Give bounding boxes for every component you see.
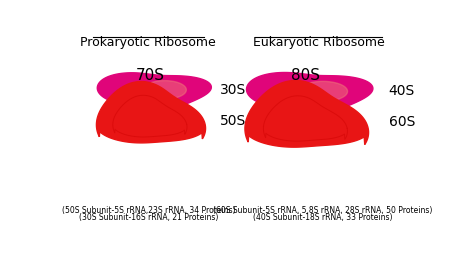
Text: 80S: 80S — [291, 68, 320, 83]
Text: 40S: 40S — [389, 84, 415, 98]
Text: 70S: 70S — [136, 68, 165, 83]
Text: (50S Subunit-5S rRNA,23S rRNA, 34 Proteins): (50S Subunit-5S rRNA,23S rRNA, 34 Protei… — [62, 206, 235, 215]
Text: (60S Subunit-5S rRNA, 5.8S rRNA, 28S rRNA, 50 Proteins): (60S Subunit-5S rRNA, 5.8S rRNA, 28S rRN… — [213, 206, 432, 215]
Text: 60S: 60S — [389, 115, 415, 129]
Text: (30S Subunit-16S rRNA, 21 Proteins): (30S Subunit-16S rRNA, 21 Proteins) — [79, 212, 218, 222]
Text: (40S Subunit-18S rRNA, 33 Proteins): (40S Subunit-18S rRNA, 33 Proteins) — [253, 212, 392, 222]
Polygon shape — [97, 73, 211, 109]
Polygon shape — [245, 80, 369, 147]
Text: Prokaryotic Ribosome: Prokaryotic Ribosome — [81, 36, 216, 49]
Text: 50S: 50S — [219, 114, 246, 128]
Polygon shape — [246, 73, 373, 113]
Text: Eukaryotic Ribosome: Eukaryotic Ribosome — [253, 36, 385, 49]
Text: 30S: 30S — [219, 83, 246, 97]
Polygon shape — [298, 81, 347, 101]
Polygon shape — [143, 81, 186, 99]
Polygon shape — [96, 81, 206, 143]
